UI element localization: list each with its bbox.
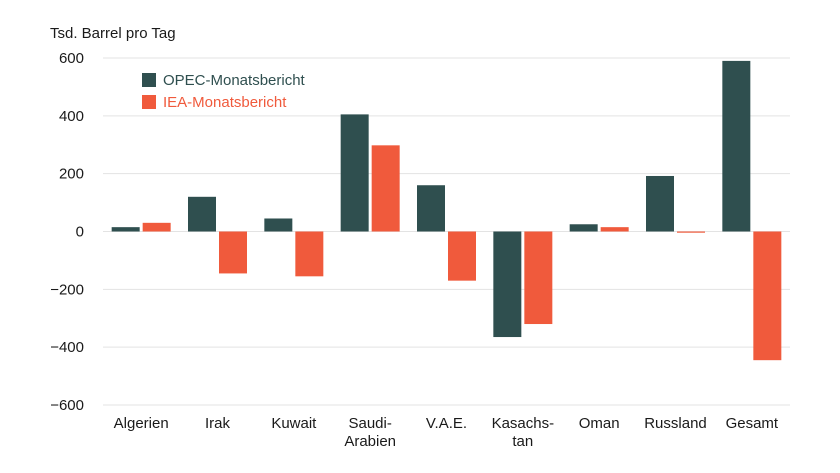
- bar-iea: [753, 231, 782, 361]
- bar-opec: [264, 218, 293, 232]
- x-tick-label: Algerien: [114, 415, 169, 432]
- x-tick-label: Gesamt: [726, 415, 779, 432]
- y-tick-label: 200: [59, 166, 84, 183]
- y-tick-label: −400: [50, 339, 84, 356]
- x-tick-label: Kasachs-tan: [492, 415, 555, 450]
- legend-swatch: [142, 95, 156, 109]
- bar-iea: [142, 222, 171, 232]
- bar-iea: [524, 231, 553, 325]
- bar-iea: [219, 231, 247, 274]
- bar-opec: [722, 60, 751, 232]
- bar-iea: [295, 231, 324, 277]
- bars: [111, 60, 782, 361]
- x-tick-label: V.A.E.: [426, 415, 467, 432]
- gridlines: [103, 57, 790, 406]
- y-tick-label: 400: [59, 108, 84, 125]
- legend-label: IEA-Monatsbericht: [163, 94, 287, 111]
- y-axis-label: Tsd. Barrel pro Tag: [50, 25, 176, 42]
- bar-opec: [493, 231, 522, 338]
- x-tick-label: Irak: [205, 415, 231, 432]
- legend: OPEC-Monatsbericht IEA-Monatsbericht: [142, 72, 306, 111]
- bar-iea: [600, 227, 629, 232]
- bar-opec: [646, 175, 674, 232]
- bar-opec: [188, 196, 216, 232]
- x-tick-label: Kuwait: [271, 415, 317, 432]
- x-tick-label: Russland: [644, 415, 707, 432]
- bar-iea: [371, 145, 400, 232]
- bar-opec: [569, 224, 598, 232]
- y-tick-label: −600: [50, 397, 84, 414]
- legend-swatch: [142, 73, 156, 87]
- y-axis-ticks: 600 400 200 0 −200 −400 −600: [50, 50, 84, 414]
- y-tick-label: 0: [76, 224, 84, 241]
- bar-opec: [417, 185, 445, 232]
- x-axis-ticks: Algerien Irak Kuwait Saudi-Arabien V.A.E. Kas…: [114, 415, 779, 450]
- y-tick-label: 600: [59, 50, 84, 67]
- x-tick-label: Saudi-Arabien: [344, 415, 396, 450]
- legend-label: OPEC-Monatsbericht: [163, 72, 306, 89]
- bar-iea: [448, 231, 476, 281]
- bar-opec: [111, 227, 140, 232]
- bar-opec: [340, 114, 369, 232]
- bar-iea: [677, 231, 705, 233]
- y-tick-label: −200: [50, 281, 84, 298]
- x-tick-label: Oman: [579, 415, 620, 432]
